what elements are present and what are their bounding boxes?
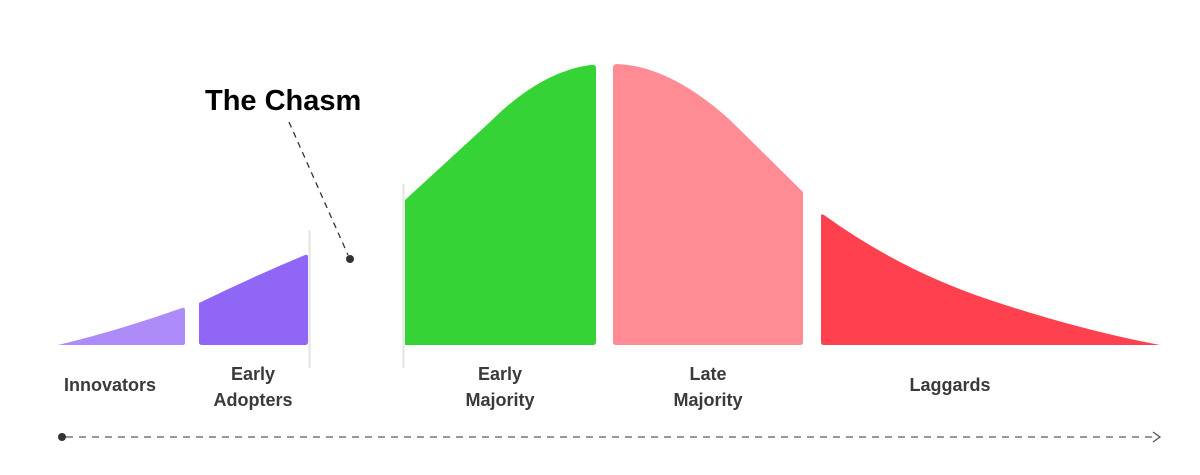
label-early-majority-2: Majority <box>465 390 534 410</box>
label-late-majority-2: Majority <box>673 390 742 410</box>
axis-arrow-icon <box>1152 431 1162 443</box>
label-early-adopters-1: Early <box>231 364 275 384</box>
label-innovators: Innovators <box>64 375 156 395</box>
chasm-pointer-dot <box>346 255 354 263</box>
late-majority-shape <box>613 64 803 345</box>
label-late-majority-1: Late <box>689 364 726 384</box>
early-majority-shape <box>405 64 596 346</box>
chasm-pointer-line <box>288 121 349 256</box>
innovators-shape <box>58 307 185 345</box>
laggards-shape <box>821 214 1160 345</box>
label-laggards: Laggards <box>909 375 990 395</box>
axis-start-dot <box>58 433 66 441</box>
early-adopters-shape <box>199 254 308 345</box>
chasm-title: The Chasm <box>205 85 361 117</box>
label-early-adopters-2: Adopters <box>213 390 292 410</box>
label-early-majority-1: Early <box>478 364 522 384</box>
